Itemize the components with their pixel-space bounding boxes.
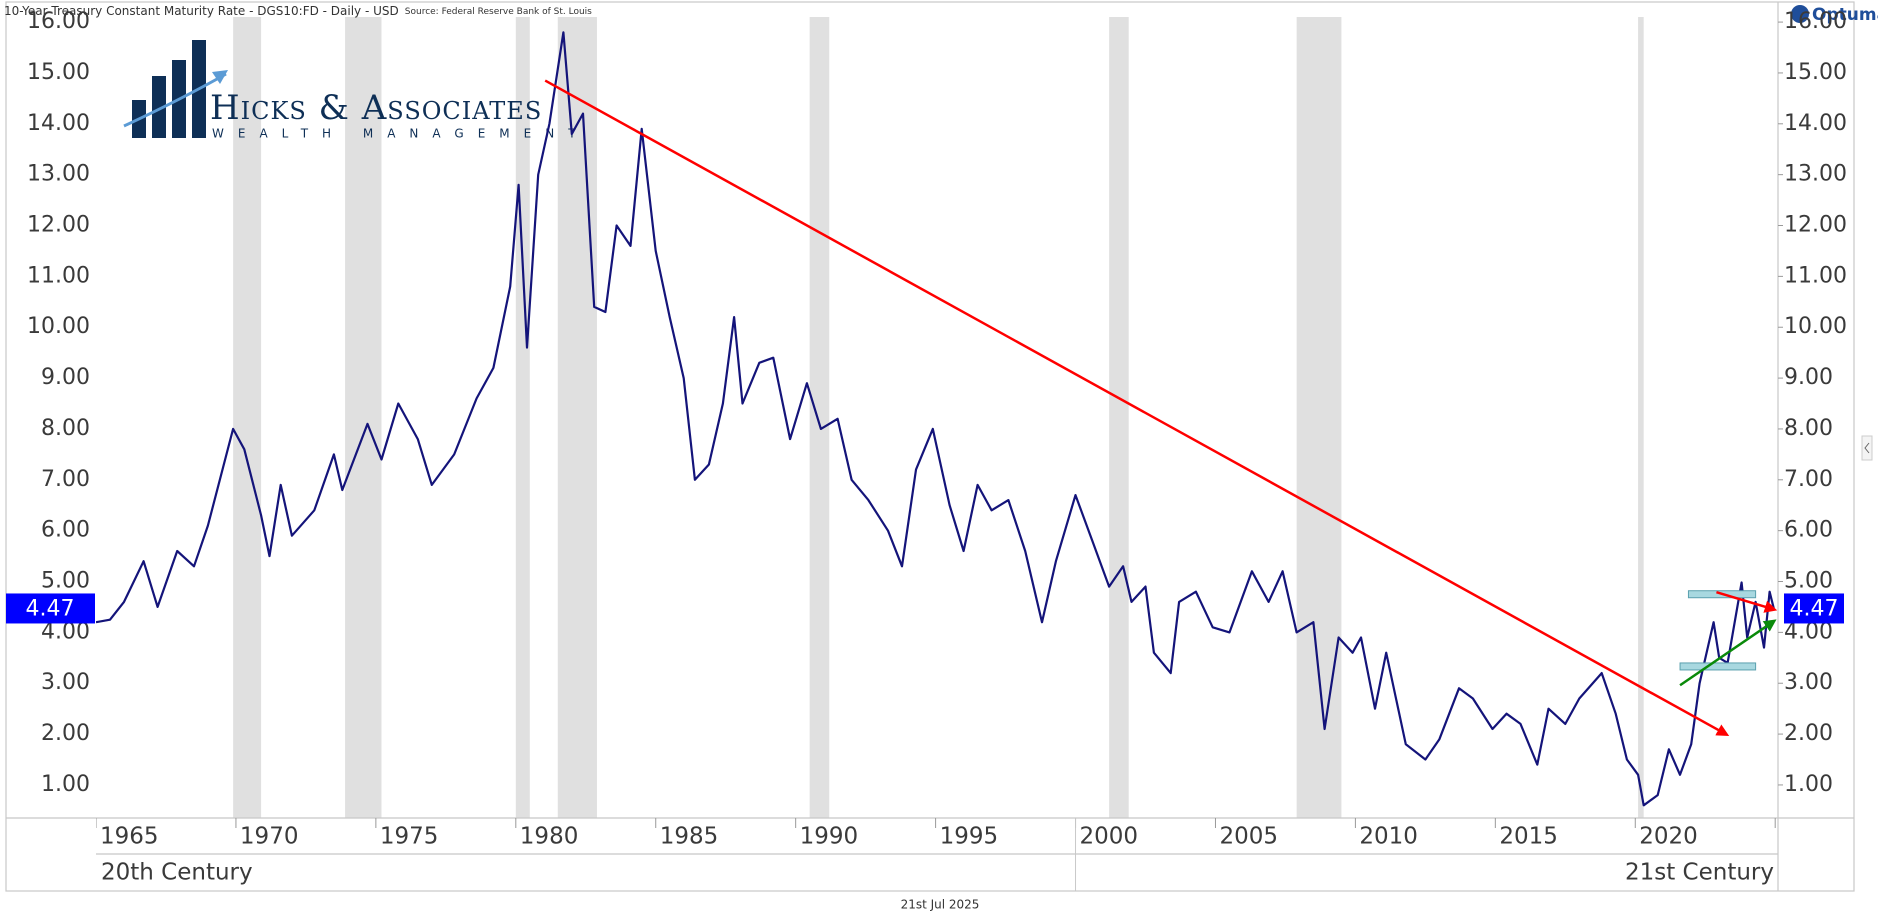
brand: Optuma (1812, 5, 1878, 25)
y-tick-label: 16.00 (27, 9, 90, 34)
x-tick-label: 2025 (1779, 824, 1838, 850)
recession-band (233, 17, 262, 818)
x-tick-label: 2000 (1080, 824, 1139, 850)
y-tick-label: 11.00 (27, 263, 90, 288)
y-tick-label-right: 3.00 (1784, 670, 1833, 695)
y-tick-label-right: 5.00 (1784, 569, 1833, 594)
chart-title: 10-Year Treasury Constant Maturity Rate … (4, 4, 592, 18)
x-tick-label: 2015 (1499, 824, 1558, 850)
trend-arrow (1716, 590, 1778, 613)
y-tick-label-right: 6.00 (1784, 518, 1833, 543)
y-tick-label-right: 14.00 (1784, 111, 1847, 136)
era-label: 21st Century (1625, 860, 1774, 886)
logo-tagline: WEALTH MANAGEMENT (212, 127, 590, 141)
y-tick-label: 5.00 (41, 569, 90, 594)
y-tick-label-right: 7.00 (1784, 467, 1833, 492)
recession-band (1638, 17, 1644, 818)
level-band (1679, 662, 1757, 671)
y-tick-label-right: 16.00 (1784, 9, 1847, 34)
y-tick-label: 15.00 (27, 60, 90, 85)
y-tick-label: 13.00 (27, 162, 90, 187)
y-tick-label: 12.00 (27, 213, 90, 238)
y-tick-label-right: 15.00 (1784, 60, 1847, 85)
y-tick-label: 1.00 (41, 772, 90, 797)
brand-icon (1791, 5, 1809, 23)
era-label: 20th Century (101, 860, 253, 886)
x-tick-label: 1980 (520, 824, 579, 850)
y-tick-label: 4.00 (41, 619, 90, 644)
x-tick-label: 1995 (940, 824, 999, 850)
x-tick-label: 1985 (660, 824, 719, 850)
y-tick-label-right: 2.00 (1784, 721, 1833, 746)
y-tick-label: 10.00 (27, 314, 90, 339)
recession-band (557, 17, 597, 818)
y-tick-label-right: 13.00 (1784, 162, 1847, 187)
side-tab-icon[interactable] (1864, 442, 1870, 454)
y-tick-label-right: 4.00 (1784, 619, 1833, 644)
y-tick-label-right: 12.00 (1784, 213, 1847, 238)
x-tick-label: 1975 (380, 824, 439, 850)
last-value-box (6, 593, 95, 624)
x-tick-label: 1965 (100, 824, 159, 850)
y-tick-label-right: 8.00 (1784, 416, 1833, 441)
last-value-label-right: 4.47 (1790, 596, 1839, 621)
y-tick-label-right: 10.00 (1784, 314, 1847, 339)
trend-arrow (544, 79, 1730, 736)
y-tick-label: 9.00 (41, 365, 90, 390)
logo-name: Hicks & Associates (210, 88, 542, 128)
logo-bar (152, 76, 166, 138)
x-tick-label: 1990 (800, 824, 859, 850)
y-tick-label: 7.00 (41, 467, 90, 492)
logo: Hicks & Associates WEALTH MANAGEMENT (123, 40, 590, 141)
logo-swoosh (123, 72, 227, 128)
recession-band (345, 17, 382, 818)
x-tick-label: 2020 (1639, 824, 1698, 850)
x-tick-label: 1970 (240, 824, 299, 850)
y-tick-label-right: 9.00 (1784, 365, 1833, 390)
rate-line (96, 31, 1775, 807)
y-tick-label-right: 11.00 (1784, 263, 1847, 288)
y-tick-label: 6.00 (41, 518, 90, 543)
y-tick-label: 14.00 (27, 111, 90, 136)
frame (5, 1, 1855, 892)
x-axis: 1965 1970 1975 1980 1985 1990 1995 2000 2005 2010… (96, 818, 1838, 850)
trend-arrow (1679, 619, 1777, 687)
recession-band (1109, 17, 1129, 818)
title: 10-Year Treasury Constant Maturity Rate … (4, 4, 399, 18)
y-tick-label-right: 1.00 (1784, 772, 1833, 797)
recession-band (809, 17, 830, 818)
last-value-box-right (1784, 593, 1844, 624)
logo-arrow (212, 70, 228, 84)
source: Source: Federal Reserve Bank of St. Loui… (405, 7, 592, 17)
y-tick-label: 8.00 (41, 416, 90, 441)
date: 21st Jul 2025 (901, 898, 980, 912)
last-value-label: 4.47 (26, 596, 75, 621)
y-tick-label: 2.00 (41, 721, 90, 746)
shade-layer (233, 17, 1644, 818)
y-tick-label: 3.00 (41, 670, 90, 695)
x-tick-label: 2010 (1359, 824, 1418, 850)
recession-band (1296, 17, 1342, 818)
x-tick-label: 2005 (1219, 824, 1278, 850)
side-tab[interactable] (1861, 435, 1873, 461)
